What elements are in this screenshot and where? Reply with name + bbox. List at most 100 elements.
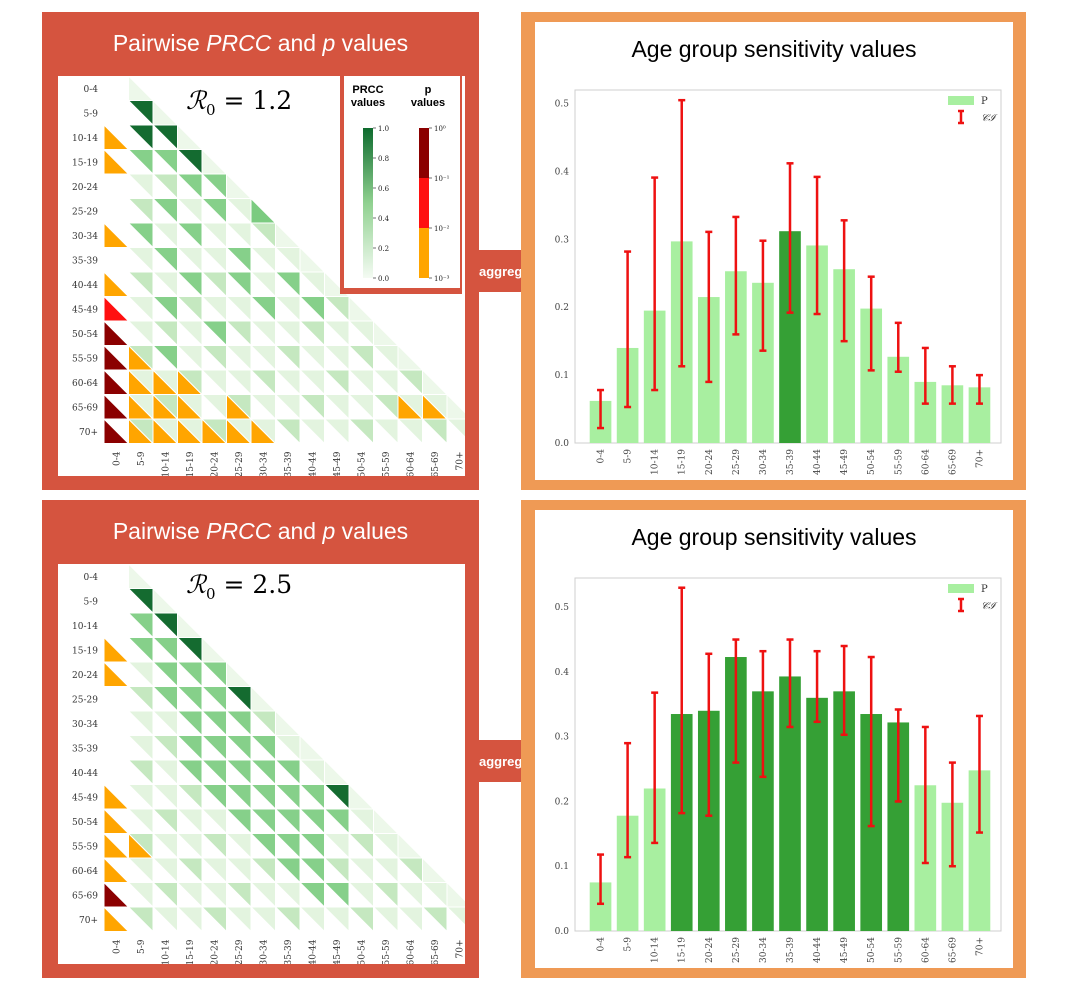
prcc-colorbar-tick: 0.8 bbox=[378, 155, 389, 163]
matrix-cell-blank bbox=[104, 882, 129, 907]
matrix-cell-blank bbox=[104, 662, 129, 687]
matrix-cell-blank bbox=[104, 907, 129, 932]
prcc-cell bbox=[226, 660, 253, 687]
prcc-cell bbox=[152, 587, 179, 614]
matrix-cell-blank bbox=[104, 370, 129, 395]
prcc-colorbar-tick: 1.0 bbox=[378, 125, 389, 133]
x-tick-label: 70+ bbox=[975, 449, 985, 468]
r0-label: ℛ0 = 2.5 bbox=[186, 570, 293, 603]
matrix-col-label: 20-24 bbox=[210, 451, 220, 476]
matrix-row-label: 15-19 bbox=[72, 647, 98, 657]
matrix-cell-blank bbox=[104, 711, 129, 736]
matrix-row-label: 25-29 bbox=[72, 696, 98, 706]
sensitivity-bar-chart: 0.0 0.1 0.2 0.3 0.4 0.5 0-4 5-9 10-14 15-19 20-24 2… bbox=[555, 89, 1002, 475]
matrix-row-label: 45-49 bbox=[72, 794, 98, 804]
matrix-cell-blank bbox=[104, 686, 129, 711]
y-tick-label: 0.4 bbox=[555, 167, 570, 177]
legend-label-p: P bbox=[981, 96, 988, 107]
x-tick-label: 35-39 bbox=[786, 937, 796, 963]
matrix-row-label: 30-34 bbox=[72, 720, 98, 730]
x-tick-label: 45-49 bbox=[840, 937, 850, 963]
matrix-col-label: 10-14 bbox=[161, 451, 171, 476]
bar bbox=[806, 245, 828, 443]
bar bbox=[725, 657, 747, 931]
matrix-cell-blank bbox=[104, 394, 129, 419]
matrix-cell-blank bbox=[104, 784, 129, 809]
matrix-col-label: 40-44 bbox=[308, 451, 318, 476]
bar bbox=[670, 714, 693, 931]
bar bbox=[968, 770, 991, 931]
matrix-col-label: 55-59 bbox=[382, 939, 392, 964]
matrix-panel-top: Pairwise PRCC and p values 0-4 5-9 10-14 15… bbox=[42, 12, 498, 490]
prcc-colorbar-title-1: PRCC bbox=[352, 84, 383, 96]
prcc-cell bbox=[128, 562, 155, 589]
y-tick-label: 0.0 bbox=[555, 439, 570, 449]
x-tick-label: 30-34 bbox=[759, 449, 769, 475]
y-tick-label: 0.1 bbox=[555, 371, 569, 381]
matrix-cell-blank bbox=[104, 125, 129, 150]
p-colorbar-dark bbox=[419, 128, 429, 178]
matrix-col-label: 35-39 bbox=[284, 451, 294, 476]
matrix-col-label: 55-59 bbox=[382, 451, 392, 476]
matrix-row-label: 55-59 bbox=[72, 843, 98, 853]
matrix-col-label: 50-54 bbox=[357, 451, 367, 476]
x-tick-label: 45-49 bbox=[840, 449, 850, 475]
prcc-cell bbox=[201, 148, 228, 175]
p-colorbar-title-2: values bbox=[411, 97, 445, 109]
p-colorbar-tick: 10⁻² bbox=[434, 225, 450, 233]
matrix-cell-blank bbox=[104, 760, 129, 785]
matrix-row-label: 50-54 bbox=[72, 818, 98, 828]
matrix-row-label: 70+ bbox=[79, 428, 98, 438]
matrix-panel-title: Pairwise PRCC and p values bbox=[112, 30, 409, 56]
matrix-cell-blank bbox=[104, 174, 129, 199]
x-tick-label: 60-64 bbox=[921, 449, 931, 475]
prcc-cell bbox=[373, 807, 400, 834]
matrix-col-label: 45-49 bbox=[333, 939, 343, 964]
matrix-row-label: 60-64 bbox=[72, 379, 98, 389]
matrix-row-label: 20-24 bbox=[72, 671, 98, 681]
matrix-row-label: 0-4 bbox=[84, 573, 99, 583]
r0-label: ℛ0 = 1.2 bbox=[186, 86, 293, 119]
bar bbox=[643, 788, 666, 931]
prcc-cell bbox=[446, 393, 473, 420]
bar bbox=[752, 691, 774, 931]
matrix-cell-blank bbox=[104, 321, 129, 346]
matrix-cell-blank bbox=[104, 247, 129, 272]
bar bbox=[752, 282, 774, 443]
matrix-cell-blank bbox=[104, 76, 129, 101]
prcc-cell bbox=[422, 368, 449, 395]
legend-label-ci: 𝒞ℐ bbox=[981, 113, 998, 124]
matrix-col-label: 25-29 bbox=[235, 451, 245, 476]
matrix-row-label: 15-19 bbox=[72, 159, 98, 169]
prcc-cell bbox=[250, 685, 277, 712]
matrix-col-label: 70+ bbox=[455, 940, 465, 959]
matrix-col-label: 5-9 bbox=[137, 939, 147, 954]
matrix-plot-area: 0-4 5-9 10-14 15-19 20-24 25-29 30-34 35-39 40-4… bbox=[58, 562, 498, 965]
prcc-cell bbox=[299, 246, 326, 273]
x-tick-label: 0-4 bbox=[597, 449, 607, 464]
matrix-panel-title: Pairwise PRCC and p values bbox=[112, 518, 409, 544]
matrix-col-label: 25-29 bbox=[235, 939, 245, 964]
x-tick-label: 40-44 bbox=[813, 449, 823, 475]
x-tick-label: 70+ bbox=[975, 937, 985, 956]
legend-swatch-p bbox=[948, 96, 974, 105]
bar bbox=[833, 269, 855, 443]
x-tick-label: 40-44 bbox=[813, 937, 823, 963]
bar bbox=[779, 231, 801, 443]
legend-swatch-p bbox=[948, 584, 974, 593]
prcc-cell bbox=[422, 856, 449, 883]
matrix-col-label: 0-4 bbox=[112, 939, 122, 954]
matrix-col-label: 35-39 bbox=[284, 939, 294, 964]
y-tick-label: 0.2 bbox=[555, 797, 569, 807]
prcc-colorbar-tick: 0.2 bbox=[378, 245, 389, 253]
y-tick-label: 0.4 bbox=[555, 668, 570, 678]
prcc-cell bbox=[275, 221, 302, 248]
x-tick-label: 55-59 bbox=[894, 937, 904, 963]
prcc-cell bbox=[348, 783, 375, 810]
x-tick-label: 60-64 bbox=[921, 937, 931, 963]
p-colorbar-orange bbox=[419, 228, 429, 278]
matrix-col-label: 50-54 bbox=[357, 939, 367, 964]
matrix-cell-blank bbox=[104, 345, 129, 370]
matrix-row-label: 35-39 bbox=[72, 257, 98, 267]
matrix-cell-blank bbox=[104, 613, 129, 638]
